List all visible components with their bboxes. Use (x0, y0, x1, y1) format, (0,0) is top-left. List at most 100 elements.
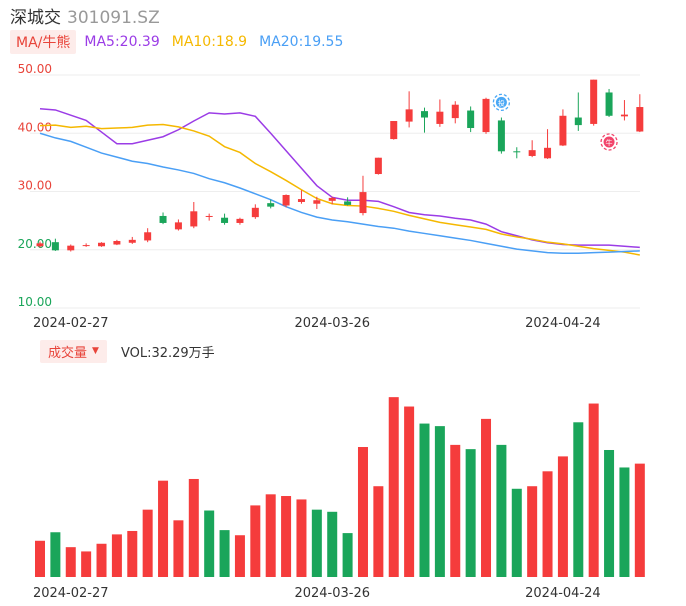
candlestick (359, 175, 367, 216)
volume-bar (127, 530, 138, 577)
blue-marker-text: 投 (498, 98, 505, 107)
volume-bar (357, 447, 368, 577)
volume-bar (527, 486, 538, 577)
candle-body (82, 245, 90, 247)
red-marker-dot (603, 136, 615, 148)
candle-body (359, 192, 367, 214)
candle-body (174, 222, 182, 230)
candle-body (574, 117, 582, 126)
volume-bar (296, 499, 307, 577)
candle-body (497, 120, 505, 152)
volume-bar (35, 540, 45, 577)
candlestick (51, 238, 59, 251)
x-tick-label: 2024-03-26 (294, 316, 370, 331)
ma20-label: MA20:19.55 (259, 34, 344, 50)
candlestick (436, 99, 444, 127)
y-tick-label: 20.00 (18, 237, 52, 251)
candlestick (344, 197, 352, 206)
caret-down-icon: ▼ (92, 346, 99, 356)
candlestick (67, 244, 75, 252)
candlestick (313, 196, 321, 209)
candle-body (113, 241, 121, 245)
candle-body (620, 114, 628, 117)
volume-indicator-button[interactable]: 成交量 ▼ (40, 339, 107, 363)
candle-body (421, 111, 428, 118)
volume-bar (388, 397, 399, 577)
candlestick (174, 219, 182, 231)
candlestick (128, 236, 136, 244)
candlestick (451, 101, 459, 124)
red-marker-ring (600, 133, 618, 151)
volume-bar (404, 406, 415, 577)
volume-bar (496, 444, 507, 577)
candle-body (267, 203, 275, 207)
candle-body (544, 147, 552, 159)
volume-chart: 2024-02-27 2024-03-26 2024-04-24 (33, 397, 645, 601)
candle-body (467, 110, 475, 129)
stock-name: 深城交 (10, 8, 61, 28)
volume-bar (281, 496, 292, 577)
candlestick (405, 91, 413, 128)
candlestick (590, 79, 598, 126)
candlestick (421, 107, 428, 133)
volume-bar (96, 543, 107, 577)
candlestick (467, 106, 475, 133)
volume-value: VOL:32.29万手 (120, 345, 215, 361)
volume-bar (311, 509, 322, 577)
candle-body (605, 92, 613, 116)
x-tick-label: 2024-02-27 (33, 586, 109, 601)
candle-body (405, 109, 413, 122)
candlestick (36, 241, 44, 248)
volume-bar (234, 535, 245, 577)
volume-bar (265, 494, 276, 577)
candle-body (98, 242, 106, 247)
candlestick (144, 228, 152, 243)
candle-body (636, 107, 644, 132)
candlestick (190, 201, 198, 229)
ma20-line (39, 132, 640, 254)
volume-bar (573, 422, 584, 577)
volume-bar (557, 456, 568, 577)
y-tick-label: 30.00 (18, 179, 52, 193)
candle-body (51, 242, 59, 251)
ma5-line (39, 108, 640, 249)
candlestick (98, 242, 106, 247)
x-tick-label: 2024-04-24 (525, 316, 601, 331)
volume-bar (634, 463, 645, 577)
red-marker: 牛 (600, 133, 618, 151)
candlestick (267, 199, 275, 209)
candle-body (297, 199, 305, 202)
volume-bar (327, 511, 338, 577)
red-marker-text: 牛 (606, 138, 613, 147)
candle-body (390, 121, 398, 140)
volume-bar (373, 486, 384, 577)
candlestick (113, 239, 121, 246)
volume-bar (142, 509, 153, 577)
candle-body (528, 150, 536, 156)
ma-toggle-button[interactable]: MA/牛熊 (10, 30, 77, 54)
volume-bar (65, 547, 76, 577)
candlestick (205, 213, 213, 221)
title-row: 深城交 301091.SZ (10, 3, 160, 29)
candlestick (620, 100, 628, 121)
candle-body (128, 239, 136, 243)
candle-body (190, 211, 198, 227)
candle-body (67, 245, 75, 251)
candlestick (574, 92, 582, 131)
blue-marker-ring (492, 93, 511, 112)
candlestick (251, 204, 259, 219)
candle-body (282, 194, 290, 206)
volume-bar (465, 449, 476, 577)
volume-bar (511, 488, 522, 577)
candlestick (236, 217, 244, 225)
candlestick (297, 190, 305, 204)
volume-bar (250, 505, 261, 577)
candle-body (344, 201, 352, 205)
candle-body (144, 232, 152, 241)
candle-body (251, 207, 259, 218)
candle-body (221, 217, 229, 223)
candlestick (497, 117, 505, 154)
candlestick (282, 194, 290, 208)
candle-body (436, 111, 444, 124)
volume-bar (158, 480, 169, 577)
